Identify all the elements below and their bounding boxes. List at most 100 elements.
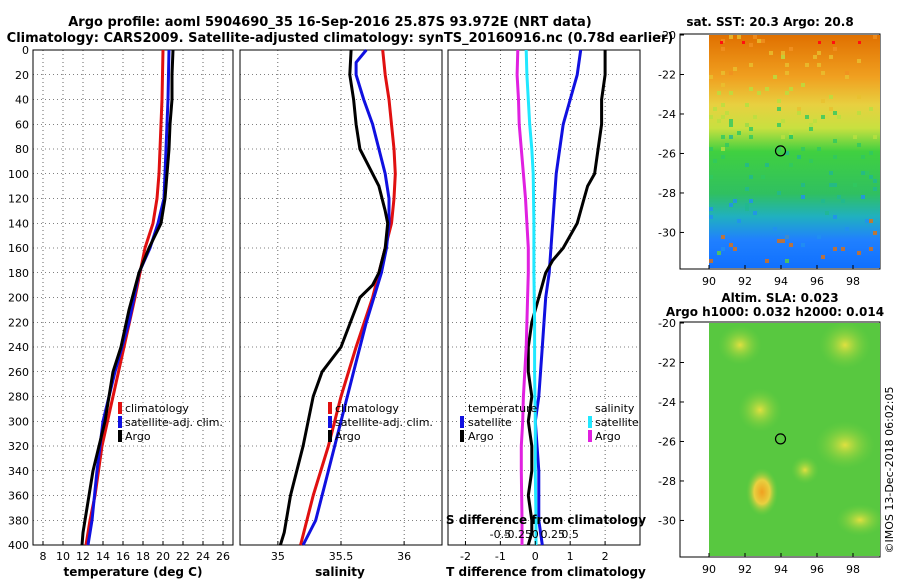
y-tick-label: 280: [8, 391, 29, 404]
lat-tick-label: -22: [658, 68, 676, 81]
y-tick-label: 400: [8, 539, 29, 552]
x-tick-label: 18: [136, 550, 150, 563]
sst-pixel: [817, 147, 821, 151]
y-tick-label: 180: [8, 267, 29, 280]
y-tick-label: 20: [15, 69, 29, 82]
sst-pixel: [709, 75, 713, 79]
x2-tick-label: -0.25: [504, 528, 532, 541]
sst-pixel: [833, 215, 837, 219]
legend-argo: Argo: [125, 430, 151, 443]
series-line: [524, 49, 538, 545]
sst-pixel: [845, 71, 849, 75]
sst-pixel: [821, 115, 825, 119]
series-line: [299, 49, 397, 546]
sst-pixel: [749, 135, 753, 139]
lon-tick-label: 92: [738, 275, 752, 288]
y-tick-label: 80: [15, 143, 29, 156]
series-line: [515, 49, 530, 545]
sst-pixel: [829, 55, 833, 59]
lat-tick-label: -28: [658, 187, 676, 200]
x2-tick-label: 0.25: [540, 528, 565, 541]
sst-pixel: [781, 239, 785, 243]
sst-pixel: [785, 91, 789, 95]
lat-tick-label: -30: [658, 514, 676, 527]
sst-pixel: [861, 171, 865, 175]
sst-pixel: [857, 143, 861, 147]
sst-pixel: [765, 163, 769, 167]
sst-pixel: [858, 41, 861, 44]
sst-pixel: [845, 227, 849, 231]
salinity-xlabel: salinity: [315, 565, 365, 579]
sst-pixel: [853, 135, 857, 139]
sst-pixel: [721, 247, 725, 251]
sst-lon-ticks: 90 92 94 96 98: [702, 265, 860, 288]
x2-tick-label: 0.5: [561, 528, 579, 541]
sst-pixel: [749, 63, 753, 67]
sst-pixel: [869, 151, 873, 155]
sst-pixel-texture: [709, 35, 877, 263]
legend-t-satellite-swatch: [460, 416, 464, 428]
x-tick-label: 8: [40, 550, 47, 563]
sst-pixel: [725, 111, 729, 115]
legend-s-argo-swatch: [588, 430, 592, 442]
difference-legend: temperature satellite Argo salinity sate…: [460, 402, 639, 443]
x-tick-label: 0: [532, 550, 539, 563]
sst-pixel: [861, 195, 865, 199]
sst-pixel: [729, 123, 733, 127]
sst-pixel: [717, 119, 721, 123]
sst-pixel: [833, 183, 837, 187]
sst-pixel: [821, 255, 825, 259]
sst-pixel: [801, 183, 805, 187]
series-line: [278, 49, 390, 546]
series-line: [526, 50, 607, 546]
salinity-legend: climatology satellite-adj. clim. Argo: [328, 402, 433, 443]
x2-tick-label: 0: [532, 528, 539, 541]
lon-tick-label: 90: [702, 275, 716, 288]
sst-pixel: [785, 63, 789, 67]
sst-pixel: [773, 227, 777, 231]
sst-pixel: [721, 47, 725, 51]
legend-salinity-title: salinity: [595, 402, 635, 415]
sst-pixel: [781, 119, 785, 123]
sst-pixel: [873, 35, 877, 39]
sst-pixel: [717, 91, 721, 95]
sst-pixel: [765, 259, 769, 263]
x-tick-label: 14: [96, 550, 110, 563]
sst-pixel: [745, 163, 749, 167]
sst-pixel: [789, 243, 793, 247]
lat-tick-label: -28: [658, 475, 676, 488]
y-tick-label: 240: [8, 341, 29, 354]
depth-axis-ticks: 0 20 40 60 80 100 120 140 160 180 200 220 240 260 280 3…: [8, 44, 29, 552]
sst-pixel: [809, 123, 813, 127]
lon-tick-label: 98: [846, 275, 860, 288]
sst-pixel: [773, 75, 777, 79]
sst-pixel: [857, 251, 861, 255]
sst-pixel: [801, 243, 805, 247]
sst-pixel: [817, 235, 821, 239]
sst-pixel: [729, 135, 733, 139]
x2-tick-label: -0.5: [490, 528, 511, 541]
y-tick-label: 0: [22, 44, 29, 57]
sla-lon-ticks: 90 92 94 96 98: [702, 553, 860, 576]
lat-tick-label: -24: [658, 396, 676, 409]
sst-pixel: [749, 199, 753, 203]
sst-pixel: [845, 75, 849, 79]
sst-pixel: [765, 87, 769, 91]
sst-pixel: [761, 39, 765, 43]
sst-field: [709, 35, 880, 268]
sst-pixel: [821, 99, 825, 103]
x-tick-label: -1: [495, 550, 506, 563]
lon-tick-label: 92: [738, 563, 752, 576]
y-tick-label: 320: [8, 440, 29, 453]
series-line: [533, 49, 583, 546]
difference-lines: [515, 49, 607, 546]
sst-pixel: [781, 51, 785, 55]
legend-climatology: climatology: [125, 402, 189, 415]
sst-pixel: [829, 95, 833, 99]
lon-tick-label: 94: [774, 563, 788, 576]
sst-pixel: [721, 155, 725, 159]
sst-pixel: [829, 171, 833, 175]
sst-pixel: [861, 155, 865, 159]
sst-pixel: [817, 51, 821, 55]
title-line-2: Climatology: CARS2009. Satellite-adjuste…: [7, 31, 674, 46]
